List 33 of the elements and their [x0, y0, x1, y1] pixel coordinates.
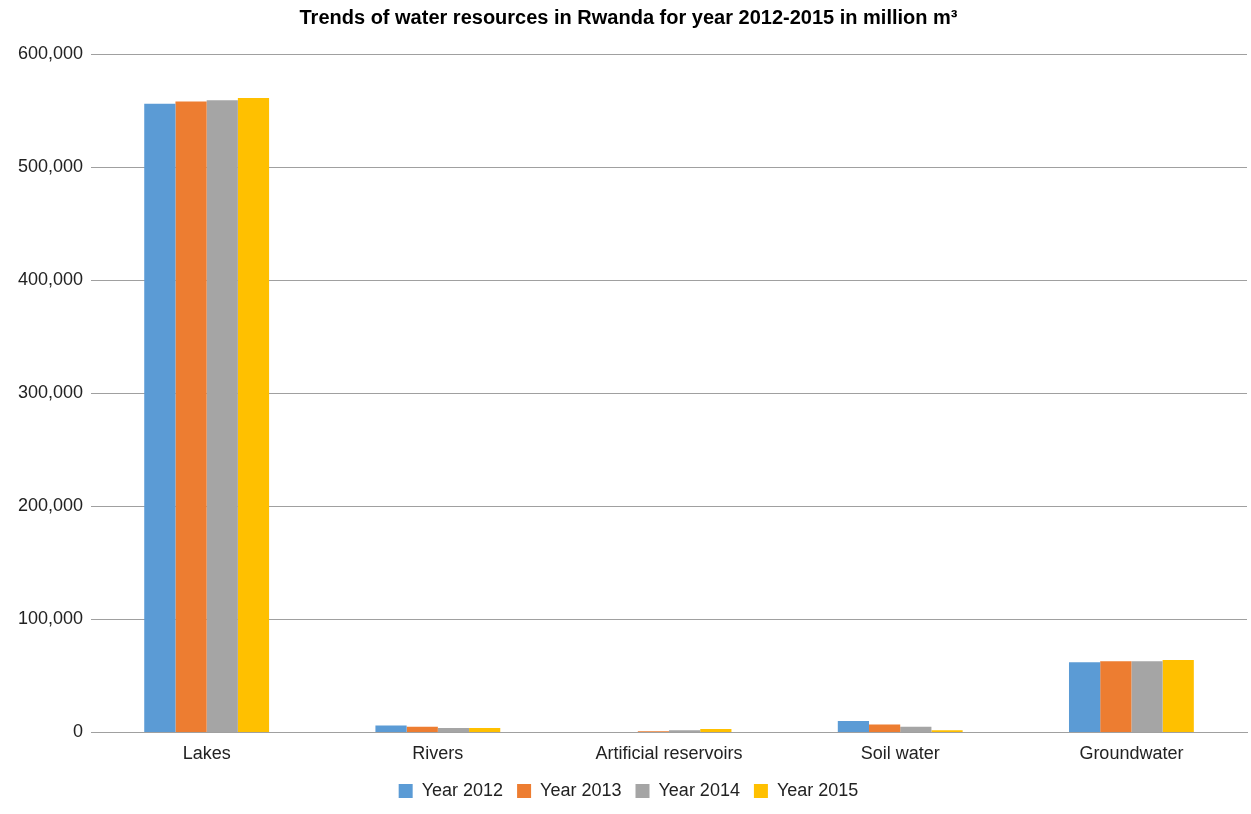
bar: [1068, 662, 1101, 732]
bar: [175, 101, 207, 732]
bar: [375, 725, 407, 732]
legend-label: Year 2012: [421, 779, 504, 800]
bar: [1100, 661, 1132, 732]
legend-label: Year 2013: [540, 779, 622, 800]
legend-label: Year 2015: [776, 779, 859, 800]
bar: [1162, 660, 1194, 732]
bar: [469, 727, 501, 732]
bar: [437, 727, 470, 732]
bar: [206, 100, 238, 732]
y-tick-label: 500,000: [17, 156, 84, 177]
x-tick-label: Artificial reservoirs: [595, 743, 743, 764]
x-tick-label: Rivers: [412, 743, 464, 764]
y-tick-label: 0: [73, 721, 84, 742]
bar: [869, 724, 901, 732]
y-tick-label: 600,000: [17, 42, 84, 63]
x-tick-label: Soil water: [860, 743, 940, 764]
x-tick-label: Lakes: [182, 743, 231, 764]
bar: [700, 729, 732, 732]
legend-label: Year 2014: [658, 779, 740, 800]
bar: [1131, 661, 1163, 732]
chart-title: Trends of water resources in Rwanda for year 2012-2015 in million m³: [299, 5, 958, 28]
bar: [837, 721, 870, 732]
y-tick-label: 400,000: [17, 269, 84, 290]
y-tick-label: 100,000: [17, 608, 84, 629]
y-tick-label: 300,000: [17, 382, 84, 403]
x-tick-label: Groundwater: [1079, 743, 1184, 764]
y-tick-label: 200,000: [17, 495, 84, 516]
bar: [406, 726, 438, 732]
bar: [900, 726, 932, 732]
bar: [237, 98, 270, 732]
bar: [144, 103, 176, 732]
